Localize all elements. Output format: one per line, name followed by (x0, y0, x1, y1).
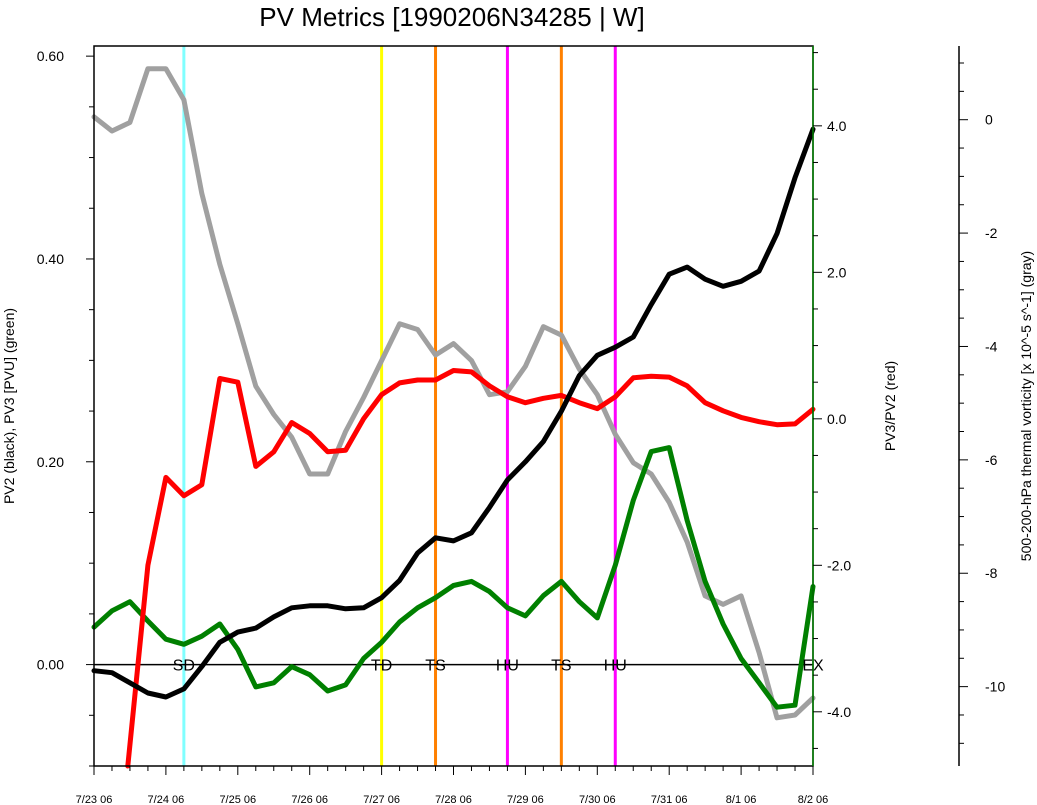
plot-frame (93, 45, 814, 767)
far-right-axis-tick-label: 0 (985, 112, 993, 128)
x-axis-tick-label: 7/28 06 (435, 794, 472, 805)
right-axis-tick-label: 0.0 (827, 411, 847, 427)
x-axis-tick-label: 7/27 06 (363, 794, 400, 805)
event-label-ts: TS (551, 658, 571, 675)
far-right-axis-tick-label: -8 (985, 565, 998, 581)
right-axis-tick-label: -4.0 (827, 704, 851, 720)
x-axis-tick-label: 7/26 06 (291, 794, 328, 805)
far-right-axis-tick-label: -2 (985, 225, 998, 241)
left-axis-tick-label: 0.40 (37, 251, 64, 267)
series-line-pv2 (91, 126, 816, 700)
event-label-ex: EX (802, 658, 824, 675)
event-label-ts: TS (425, 658, 445, 675)
far-right-axis-title: 500-200-hPa thermal vorticity [x 10^-5 s… (1018, 251, 1034, 561)
far-right-axis-tick-label: -10 (985, 679, 1005, 695)
x-axis-tick-label: 7/30 06 (579, 794, 616, 805)
right-axis-tick-label: 4.0 (827, 118, 847, 134)
left-axis-tick-label: 0.00 (37, 657, 64, 673)
left-axis-tick-label: 0.60 (37, 48, 64, 64)
series-line-pv3 (91, 445, 816, 710)
far-right-axis-tick-label: -4 (985, 338, 998, 354)
event-label-sd: SD (173, 658, 195, 675)
x-axis-tick-label: 8/1 06 (726, 794, 757, 805)
series-line-thermal-vorticity (91, 66, 816, 721)
event-label-hu: HU (496, 658, 519, 675)
event-label-td: TD (371, 658, 392, 675)
event-label-hu: HU (604, 658, 627, 675)
chart-title: PV Metrics [1990206N34285 | W] (259, 2, 644, 32)
right-axis-tick-label: -2.0 (827, 557, 851, 573)
x-axis-tick-label: 7/31 06 (651, 794, 688, 805)
left-axis-tick-label: 0.20 (37, 454, 64, 470)
x-axis-tick-label: 7/23 06 (76, 794, 113, 805)
left-axis-title: PV2 (black), PV3 [PVU] (green) (1, 308, 17, 504)
series-line-pv3-pv2 (125, 368, 816, 769)
x-axis-tick-label: 7/29 06 (507, 794, 544, 805)
x-axis-tick-label: 7/24 06 (148, 794, 185, 805)
x-axis-tick-label: 7/25 06 (219, 794, 256, 805)
right-axis-tick-label: 2.0 (827, 264, 847, 280)
right-axis-title: PV3/PV2 (red) (882, 361, 898, 451)
x-axis-tick-label: 8/2 06 (798, 794, 829, 805)
far-right-axis-tick-label: -6 (985, 452, 998, 468)
